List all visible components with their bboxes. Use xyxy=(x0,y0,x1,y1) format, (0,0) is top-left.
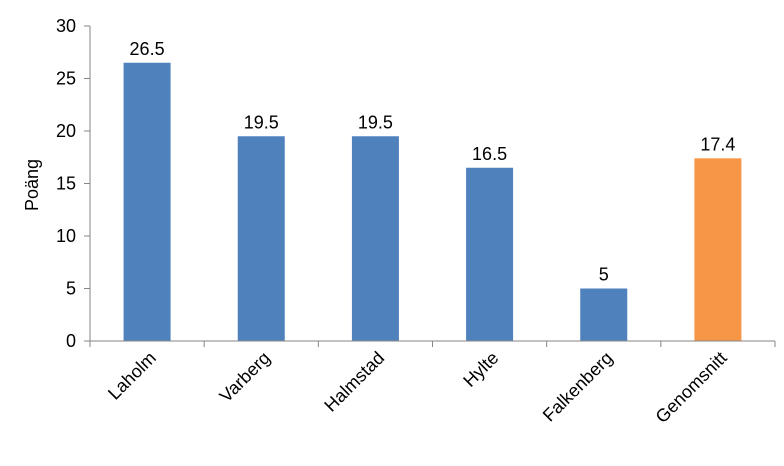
data-label: 26.5 xyxy=(130,39,165,59)
x-axis: Laholm Varberg Halmstad Hylte Falkenberg Geno… xyxy=(89,340,776,427)
bar-hylte xyxy=(466,167,514,341)
data-label: 17.4 xyxy=(700,134,735,154)
bar-varberg xyxy=(237,136,285,341)
x-tick-label: Falkenberg xyxy=(539,348,617,426)
data-label: 19.5 xyxy=(244,112,279,132)
x-tick-label: Hylte xyxy=(459,348,502,391)
bar-halmstad xyxy=(351,136,399,341)
y-tick-label: 5 xyxy=(66,279,76,299)
x-tick-label: Genomsnitt xyxy=(652,348,731,427)
bars-group xyxy=(123,62,742,341)
bar-falkenberg xyxy=(580,288,628,341)
y-tick-label: 25 xyxy=(56,69,76,89)
y-tick-label: 10 xyxy=(56,226,76,246)
bar-laholm xyxy=(123,62,171,341)
y-tick-label: 0 xyxy=(66,331,76,351)
data-label: 16.5 xyxy=(472,144,507,164)
x-tick-label: Varberg xyxy=(216,348,274,406)
y-tick-label: 15 xyxy=(56,174,76,194)
data-labels-group: 26.5 19.5 19.5 16.5 5 17.4 xyxy=(130,39,736,285)
y-axis-title: Poäng xyxy=(22,159,42,211)
x-tick-label: Halmstad xyxy=(320,348,388,416)
y-tick-label: 30 xyxy=(56,16,76,36)
data-label: 19.5 xyxy=(358,112,393,132)
bar-genomsnitt xyxy=(694,158,742,341)
y-axis: 0 5 10 15 20 25 30 xyxy=(56,16,91,351)
data-label: 5 xyxy=(599,265,609,285)
x-tick-label: Laholm xyxy=(104,348,160,404)
y-tick-label: 20 xyxy=(56,121,76,141)
